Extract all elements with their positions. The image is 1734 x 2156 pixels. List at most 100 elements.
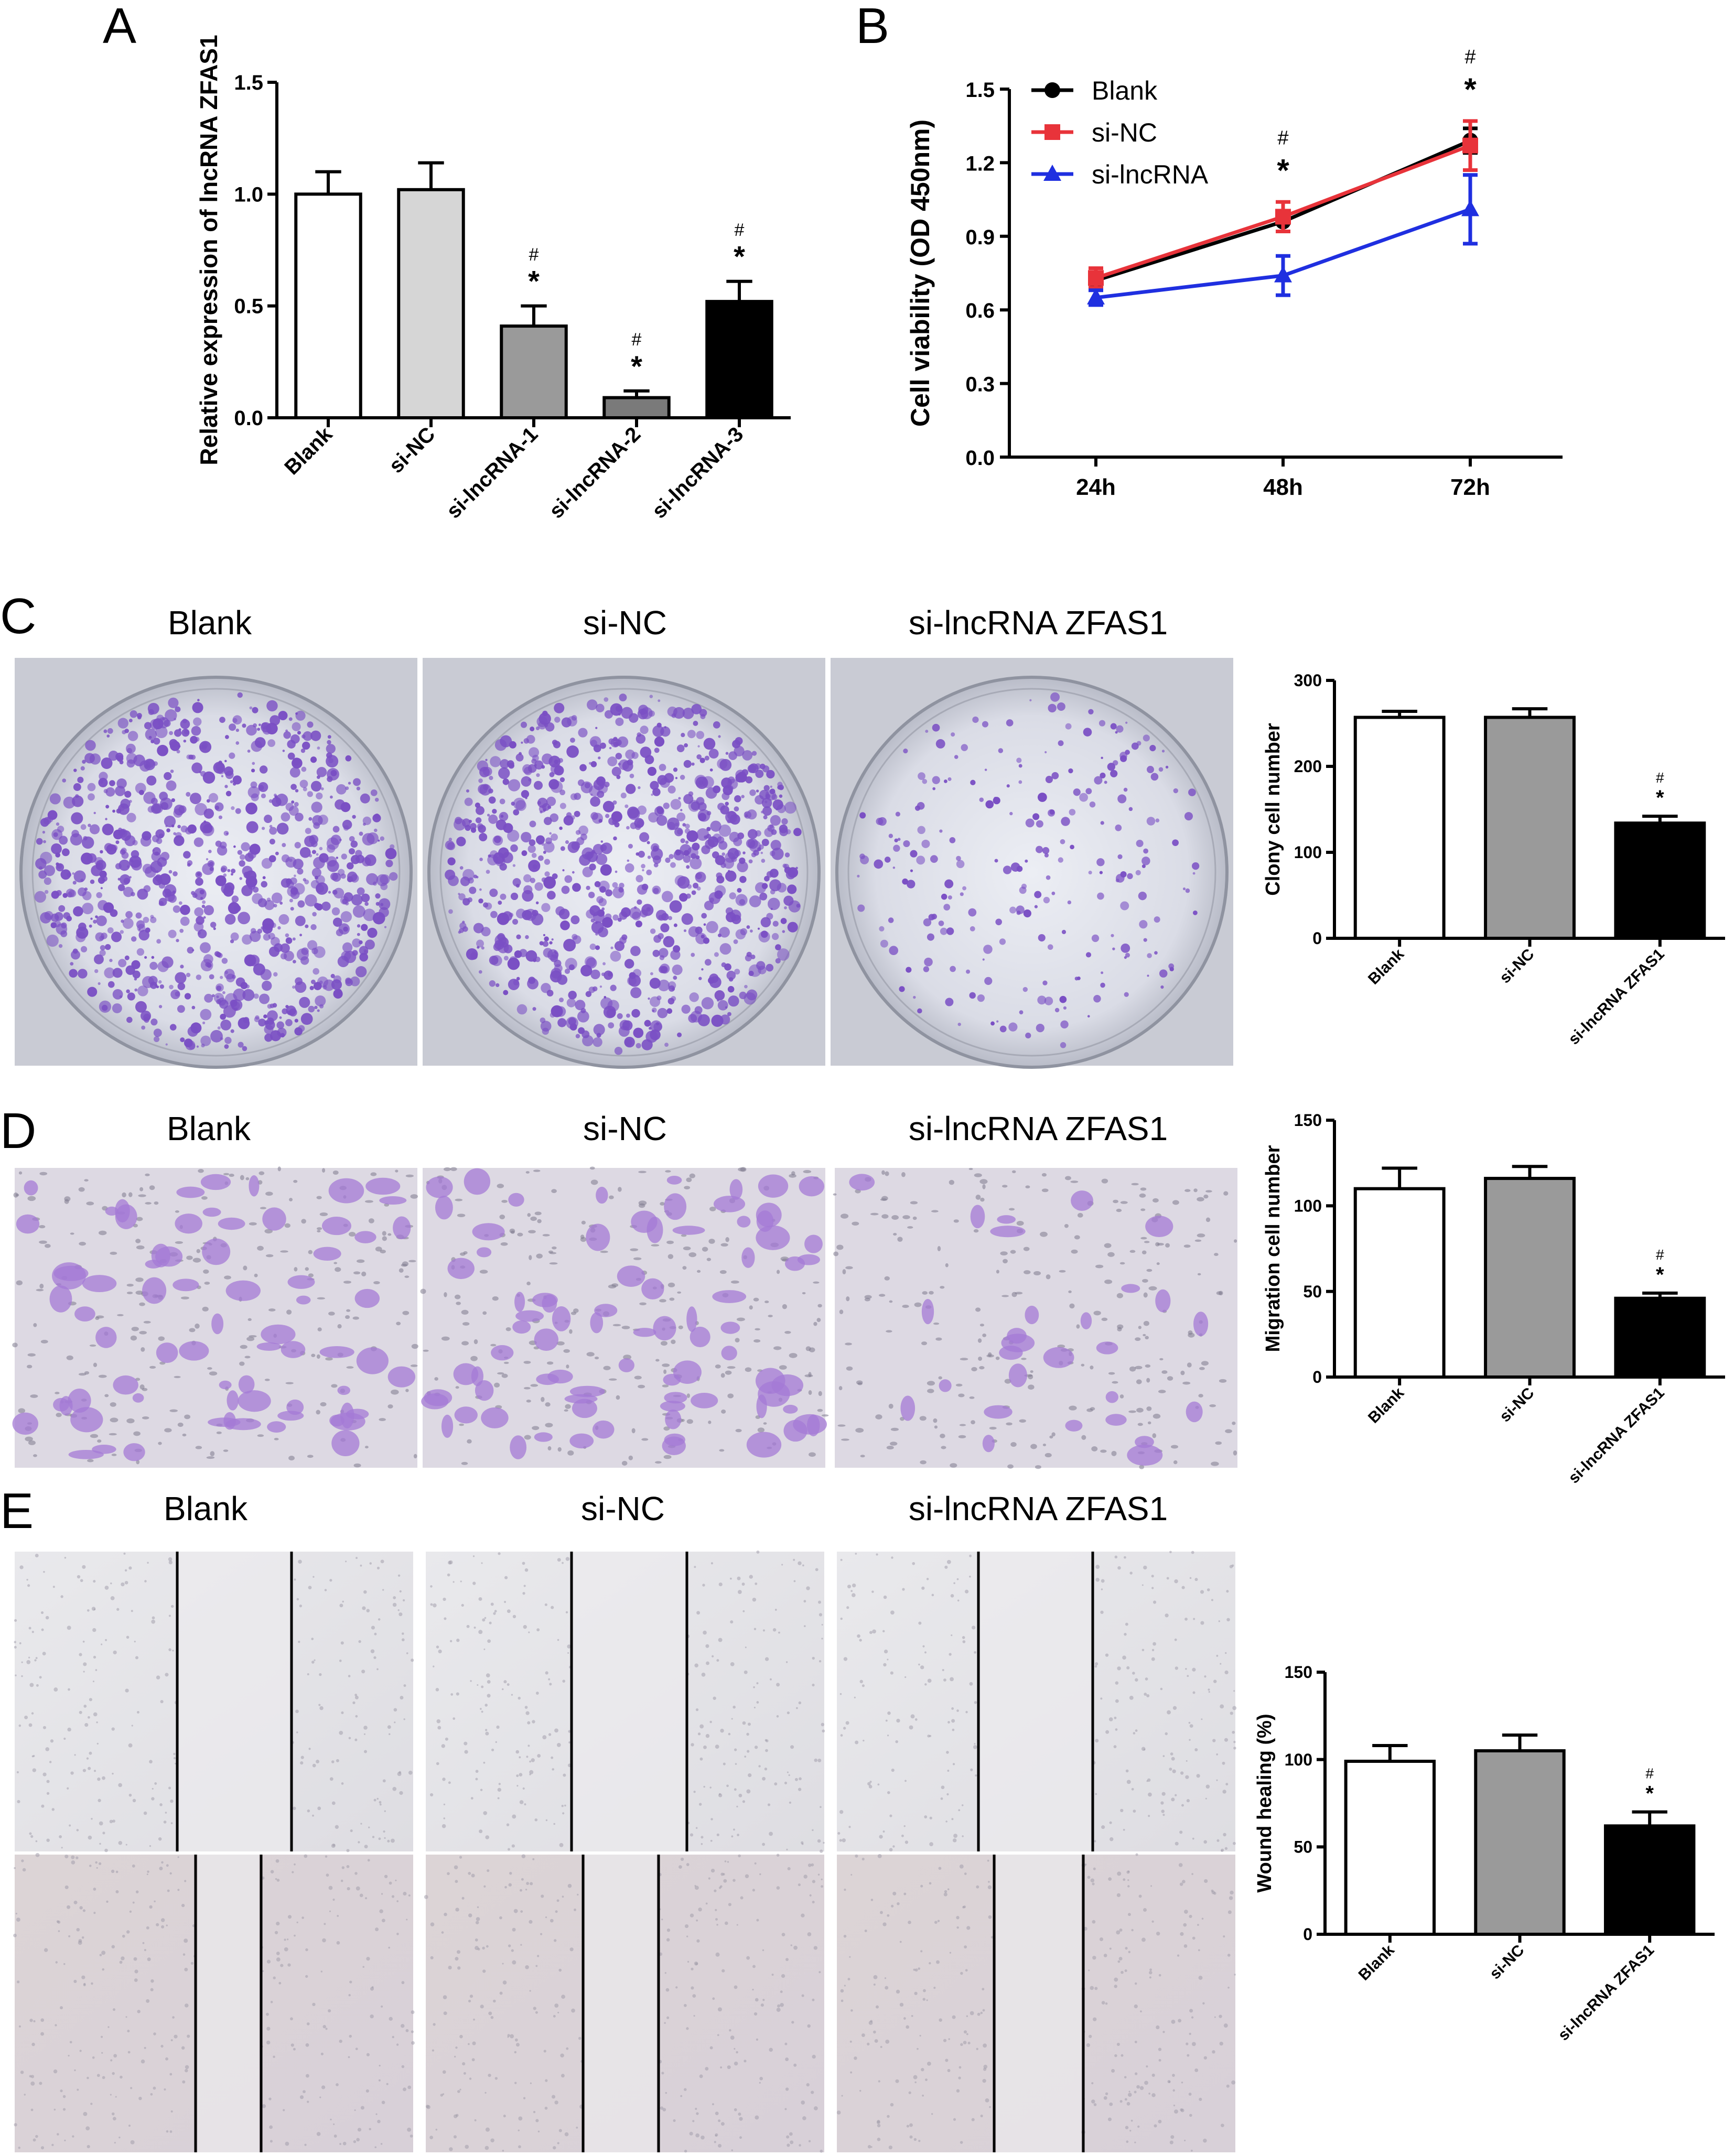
- cell-speck: [982, 1988, 985, 1991]
- legend-label: Blank: [1092, 76, 1158, 105]
- cell-speck: [83, 2111, 88, 2116]
- colony: [245, 984, 250, 989]
- colony: [659, 764, 666, 771]
- colony: [107, 927, 114, 934]
- cell-speck: [150, 1988, 154, 1991]
- cell-speck: [273, 2055, 275, 2059]
- cell-speck: [753, 1628, 757, 1630]
- membrane-pore: [1108, 1372, 1115, 1375]
- cell-speck: [69, 1824, 71, 1827]
- colony: [924, 957, 933, 967]
- cell-speck: [436, 1762, 439, 1765]
- colony: [155, 870, 159, 873]
- colony: [282, 843, 286, 848]
- cell-speck: [369, 1562, 372, 1565]
- colony: [312, 912, 317, 917]
- cell-speck: [487, 1680, 491, 1684]
- cell-speck: [785, 1661, 788, 1663]
- colony: [71, 812, 83, 825]
- colony: [476, 875, 479, 879]
- migrated-cell: [238, 1390, 271, 1412]
- colony: [330, 835, 341, 846]
- colony: [1060, 1020, 1069, 1029]
- colony: [1068, 768, 1073, 774]
- colony: [132, 840, 138, 846]
- colony: [522, 890, 534, 902]
- membrane-pore: [1010, 1442, 1017, 1447]
- membrane-pore: [1205, 1190, 1212, 1193]
- migrated-cell: [365, 1177, 401, 1195]
- cell-speck: [1153, 1600, 1157, 1604]
- colony: [70, 833, 83, 846]
- colony: [497, 941, 509, 954]
- colony: [1025, 1032, 1031, 1039]
- colony: [187, 863, 191, 867]
- colony: [310, 730, 321, 741]
- cell-speck: [1092, 1882, 1095, 1886]
- colony: [674, 875, 686, 886]
- colony: [785, 829, 791, 835]
- cell-speck: [396, 1933, 399, 1935]
- cell-speck: [821, 1722, 825, 1727]
- migrated-cell: [426, 1176, 453, 1198]
- colony: [280, 953, 287, 960]
- colony: [1141, 864, 1146, 869]
- cell-speck: [887, 1659, 889, 1661]
- cell-speck: [397, 1574, 401, 1577]
- colony: [1085, 952, 1092, 958]
- colony: [684, 828, 691, 834]
- colony: [180, 719, 190, 729]
- cell-speck: [987, 1859, 989, 1862]
- colony: [977, 994, 985, 1002]
- colony: [1154, 916, 1160, 923]
- cell-speck: [411, 2030, 414, 2033]
- colony: [677, 1032, 682, 1037]
- colony: [302, 741, 310, 750]
- colony: [464, 797, 473, 806]
- cell-speck: [1099, 1937, 1104, 1942]
- cell-speck: [1151, 1575, 1154, 1578]
- cell-speck: [872, 1629, 876, 1634]
- colony: [263, 933, 271, 941]
- colony: [593, 779, 605, 790]
- cell-speck: [910, 1714, 915, 1719]
- colony: [305, 894, 317, 907]
- membrane-pore: [655, 1359, 660, 1362]
- colony: [557, 1018, 567, 1027]
- colony: [621, 934, 628, 940]
- cell-speck: [715, 2133, 718, 2137]
- cell-speck: [84, 1723, 89, 1727]
- cell-speck: [400, 1696, 404, 1700]
- cell-speck: [1183, 1923, 1187, 1927]
- colony: [279, 901, 283, 905]
- membrane-pore: [138, 1194, 146, 1197]
- colony: [458, 893, 460, 895]
- cell-speck: [943, 2039, 947, 2042]
- migrated-cell: [712, 1290, 747, 1303]
- cell-speck: [776, 1715, 779, 1718]
- cell-speck: [1138, 1894, 1142, 1898]
- colony: [1100, 821, 1104, 825]
- colony: [966, 969, 971, 974]
- colony: [72, 948, 78, 954]
- membrane-pore: [697, 1270, 701, 1273]
- colony: [918, 772, 925, 780]
- colony: [647, 841, 650, 844]
- cell-speck: [852, 1583, 856, 1588]
- cell-speck: [17, 1800, 20, 1804]
- membrane-pore: [720, 1243, 728, 1247]
- colony: [600, 840, 604, 843]
- cell-speck: [352, 1701, 356, 1705]
- cell-speck: [384, 1837, 386, 1839]
- colony: [735, 737, 743, 745]
- migrated-cell: [729, 1179, 743, 1200]
- colony: [612, 800, 617, 805]
- cell-speck: [296, 1731, 298, 1734]
- cell-speck: [967, 2042, 971, 2045]
- cell-speck: [64, 2139, 66, 2142]
- cell-speck: [519, 1756, 521, 1759]
- colony: [735, 894, 748, 906]
- y-tick-label: 150: [1285, 1663, 1312, 1682]
- cell-speck: [958, 2066, 962, 2069]
- membrane-pore: [534, 1211, 542, 1216]
